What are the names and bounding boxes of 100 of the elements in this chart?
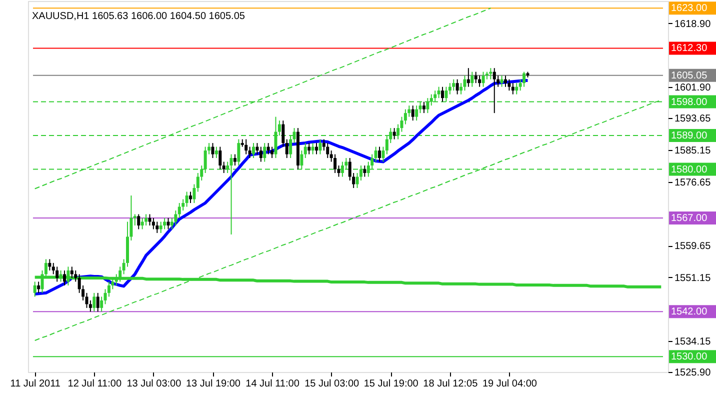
candlestick — [266, 142, 270, 155]
candlestick — [508, 78, 511, 92]
candlestick — [96, 292, 100, 312]
candlestick — [478, 75, 482, 88]
candlestick — [285, 138, 288, 159]
candlestick — [270, 146, 274, 159]
candlestick — [222, 161, 226, 174]
candlestick — [492, 68, 496, 114]
candlestick — [263, 142, 266, 162]
candlestick — [63, 270, 66, 286]
candlestick — [211, 142, 214, 159]
x-tick-label: 15 Jul 19:00 — [364, 378, 419, 390]
x-tick-label: 14 Jul 11:00 — [246, 378, 300, 390]
candlestick — [448, 82, 452, 95]
candlestick — [308, 142, 311, 155]
ref-line-label: 1623.00 — [671, 3, 708, 14]
candlestick — [500, 75, 504, 88]
candlestick — [318, 138, 322, 155]
candlestick — [282, 120, 285, 148]
candlestick — [466, 68, 470, 88]
ref-line-label: 1605.05 — [671, 70, 708, 82]
candlestick — [92, 292, 96, 312]
candlestick — [185, 191, 188, 208]
candlestick — [404, 108, 407, 125]
candlestick — [218, 146, 222, 170]
candlestick — [304, 142, 307, 159]
candlestick — [233, 154, 236, 166]
y-tick-label: 1601.90 — [674, 82, 712, 94]
ref-line-label: 1598.00 — [671, 96, 708, 108]
x-tick-label: 15 Jul 03:00 — [304, 378, 360, 390]
candlestick — [137, 214, 140, 230]
candlestick — [259, 146, 262, 162]
line-series — [34, 99, 662, 342]
candlestick — [452, 78, 456, 92]
candlestick — [334, 154, 337, 174]
candlestick — [463, 75, 466, 92]
y-tick-label: 1525.90 — [674, 368, 712, 378]
candlestick — [214, 146, 218, 159]
candlestick — [37, 281, 40, 294]
y-tick-label: 1551.15 — [674, 272, 712, 284]
candlestick — [144, 214, 148, 226]
x-tick-label: 13 Jul 03:00 — [126, 378, 182, 390]
candlestick — [470, 71, 474, 88]
candlestick — [392, 128, 396, 140]
y-tick-label: 1585.15 — [674, 145, 712, 156]
y-tick-label: 1593.65 — [674, 114, 712, 125]
candlestick — [256, 142, 259, 155]
x-tick-label: 13 Jul 19:00 — [186, 378, 241, 390]
candlestick — [159, 221, 162, 234]
candlestick — [88, 300, 92, 312]
x-tick-label: 11 Jul 2011 — [10, 378, 61, 390]
x-tick-label: 12 Jul 11:00 — [68, 378, 122, 390]
candlestick — [248, 146, 252, 159]
candlestick — [515, 82, 518, 95]
ref-line-label: 1530.00 — [671, 352, 708, 363]
y-tick-label: 1576.65 — [674, 177, 712, 188]
candlestick — [152, 217, 155, 230]
candlestick — [474, 71, 478, 84]
candlestick — [156, 221, 159, 234]
candlestick — [482, 71, 485, 88]
ref-line-label: 1589.00 — [671, 130, 708, 142]
candlestick — [378, 146, 381, 162]
candlestick — [70, 266, 74, 278]
y-tick-label: 1534.15 — [674, 336, 712, 348]
candlestick — [48, 258, 52, 271]
candlestick — [133, 214, 136, 226]
candlestick — [326, 142, 330, 159]
candlestick — [178, 202, 181, 218]
candlestick — [415, 105, 418, 122]
ref-line-label: 1567.00 — [671, 212, 708, 224]
x-tick-label: 18 Jul 12:05 — [423, 378, 478, 390]
candlestick — [382, 146, 385, 162]
candlestick — [411, 105, 414, 122]
candlestick — [163, 217, 166, 230]
candlestick — [100, 296, 104, 312]
x-tick-label: 19 Jul 04:00 — [482, 378, 538, 390]
candlestick — [237, 138, 240, 166]
candlestick — [192, 184, 196, 204]
candlestick — [315, 142, 318, 155]
candlestick — [441, 86, 444, 102]
candlestick — [437, 86, 440, 99]
candlestick — [504, 75, 507, 88]
y-tick-label: 1559.65 — [674, 241, 712, 252]
candlestick — [511, 82, 514, 95]
candlestick — [244, 138, 248, 155]
candlestick — [140, 217, 144, 230]
candlestick — [252, 142, 255, 159]
candlestick — [522, 71, 526, 88]
candlestick — [174, 210, 178, 226]
ref-line-label: 1542.00 — [671, 306, 708, 318]
ref-line-label: 1612.30 — [671, 43, 708, 54]
candlestick — [456, 78, 459, 95]
candlestick — [74, 270, 78, 282]
candlestick — [166, 217, 170, 230]
ref-line-label: 1580.00 — [671, 164, 708, 176]
candlestick — [148, 214, 152, 226]
candlestick — [374, 146, 378, 162]
text: XAUUSD,H1 1605.63 1606.00 1604.50 1605.05 — [32, 11, 246, 22]
candlestick — [363, 165, 366, 178]
y-tick-label: 1618.90 — [674, 18, 712, 30]
